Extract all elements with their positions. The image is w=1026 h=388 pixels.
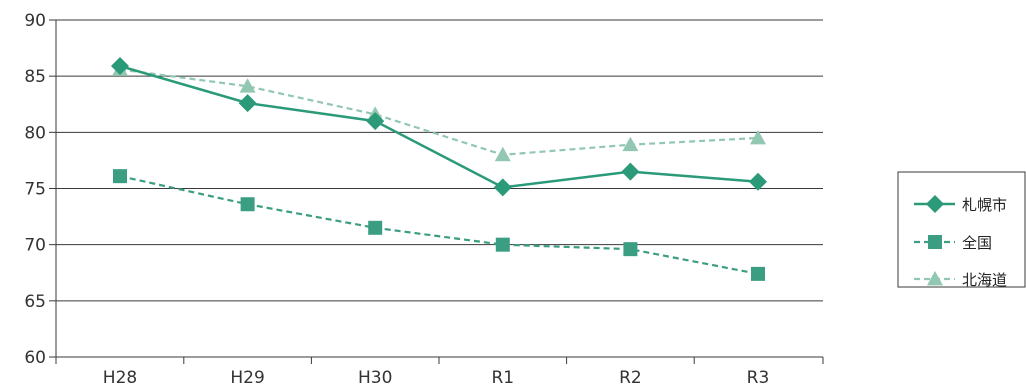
legend-marker (927, 271, 943, 286)
data-point (494, 146, 511, 162)
legend-marker (926, 195, 944, 213)
legend-label: 全国 (962, 234, 992, 252)
data-point (240, 197, 255, 212)
series-line (119, 175, 759, 275)
x-tick-label: R3 (747, 368, 770, 388)
y-tick-label: 75 (24, 180, 46, 200)
data-point (493, 178, 512, 197)
data-point (238, 94, 257, 113)
data-point (113, 169, 127, 184)
series-1 (111, 57, 767, 197)
y-axis-ticks: 60 65 70 75 80 85 90 (24, 11, 56, 368)
data-point (368, 220, 383, 235)
x-tick-label: H29 (230, 368, 264, 388)
series-2 (113, 169, 765, 281)
y-tick-label: 60 (24, 348, 46, 368)
data-point (111, 57, 129, 76)
data-point (751, 266, 765, 281)
y-tick-label: 65 (24, 292, 46, 312)
x-tick-label: H28 (103, 368, 137, 388)
data-point (495, 237, 510, 252)
y-tick-label: 70 (24, 236, 46, 256)
data-point (621, 162, 640, 181)
series-layer (111, 57, 767, 281)
legend-label: 札幌市 (962, 196, 1007, 214)
x-tick-label: R2 (619, 368, 642, 388)
data-point (623, 242, 638, 257)
series-line (119, 68, 759, 156)
data-point (239, 78, 256, 93)
series-line (119, 64, 759, 189)
data-point (366, 112, 385, 131)
y-tick-label: 80 (24, 123, 46, 143)
x-tick-label: R1 (491, 368, 514, 388)
x-tick-label: H30 (358, 368, 392, 388)
legend-marker (928, 235, 942, 249)
data-point (749, 172, 767, 191)
legend-box (897, 171, 1026, 288)
data-point (750, 129, 766, 145)
x-axis-ticks: H28 H29 H30 R1 R2 R3 (55, 357, 824, 388)
y-tick-label: 85 (24, 67, 46, 87)
data-point (622, 136, 639, 152)
y-tick-label: 90 (24, 11, 46, 31)
gridlines (56, 19, 823, 302)
legend-label: 北海道 (962, 271, 1007, 289)
